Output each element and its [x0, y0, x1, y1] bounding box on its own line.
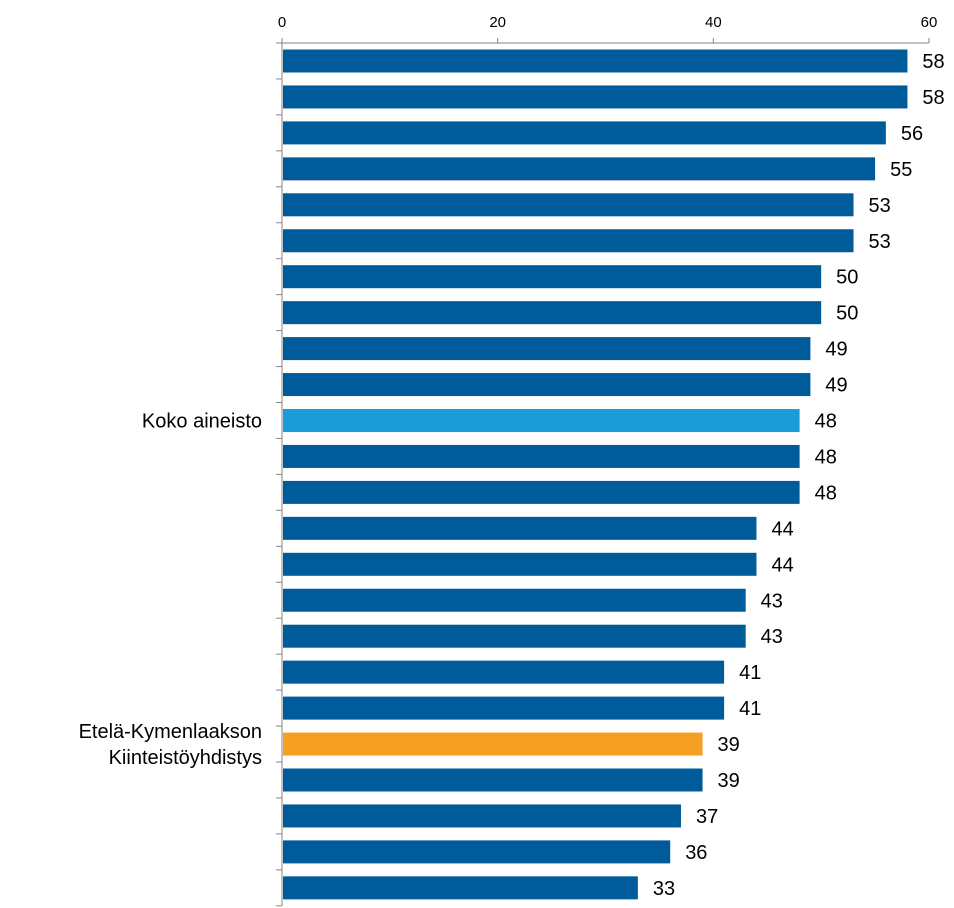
- bar: [283, 301, 822, 325]
- data-label: 50: [836, 303, 858, 325]
- category-label: Etelä-Kymenlaakson: [79, 721, 262, 743]
- data-label: 58: [922, 51, 944, 73]
- x-tick-label: 40: [705, 14, 722, 31]
- axis-layer: [276, 38, 930, 907]
- bar: [283, 85, 908, 109]
- bar: [283, 768, 703, 792]
- data-label: 41: [739, 662, 761, 684]
- bar: [283, 660, 725, 684]
- bar: [283, 804, 681, 828]
- bar: [283, 552, 757, 576]
- bar: [283, 229, 854, 253]
- data-label: 36: [685, 842, 707, 864]
- bar: [283, 732, 703, 756]
- data-label: 41: [739, 698, 761, 720]
- bar: [283, 588, 746, 612]
- bar: [283, 121, 886, 145]
- data-label: 43: [761, 590, 783, 612]
- data-label: 53: [869, 195, 891, 217]
- x-tick-label: 0: [278, 14, 286, 31]
- data-label: 53: [869, 231, 891, 253]
- bar: [283, 157, 876, 181]
- data-label: 55: [890, 159, 912, 181]
- bar: [283, 444, 800, 468]
- bars-layer: [283, 49, 908, 900]
- data-label: 39: [718, 770, 740, 792]
- bar: [283, 193, 854, 217]
- category-label: Koko aineisto: [142, 411, 262, 433]
- labels-layer: 0 20 40 60 58 58 56 55 53 53 50 50 49 49 48 Koko aineis…: [79, 14, 945, 900]
- bar: [283, 624, 746, 648]
- data-label: 48: [815, 482, 837, 504]
- data-label: 58: [922, 87, 944, 109]
- bar: [283, 265, 822, 289]
- bar: [283, 337, 811, 361]
- data-label: 48: [815, 411, 837, 433]
- data-label: 44: [771, 554, 793, 576]
- data-label: 43: [761, 626, 783, 648]
- data-label: 37: [696, 806, 718, 828]
- x-tick-label: 20: [489, 14, 506, 31]
- bar: [283, 49, 908, 73]
- data-label: 49: [825, 375, 847, 397]
- bar: [283, 409, 800, 432]
- category-label: Kiinteistöyhdistys: [109, 747, 262, 769]
- data-label: 44: [771, 518, 793, 540]
- x-tick-label: 60: [921, 14, 938, 31]
- data-label: 49: [825, 339, 847, 361]
- bar: [283, 696, 725, 720]
- bar: [283, 876, 638, 900]
- bar: [283, 373, 811, 397]
- data-label: 48: [815, 446, 837, 468]
- data-label: 50: [836, 267, 858, 289]
- bar: [283, 516, 757, 540]
- data-label: 39: [718, 734, 740, 756]
- bar: [283, 480, 800, 504]
- data-label: 33: [653, 878, 675, 900]
- bar: [283, 840, 671, 864]
- data-label: 56: [901, 123, 923, 145]
